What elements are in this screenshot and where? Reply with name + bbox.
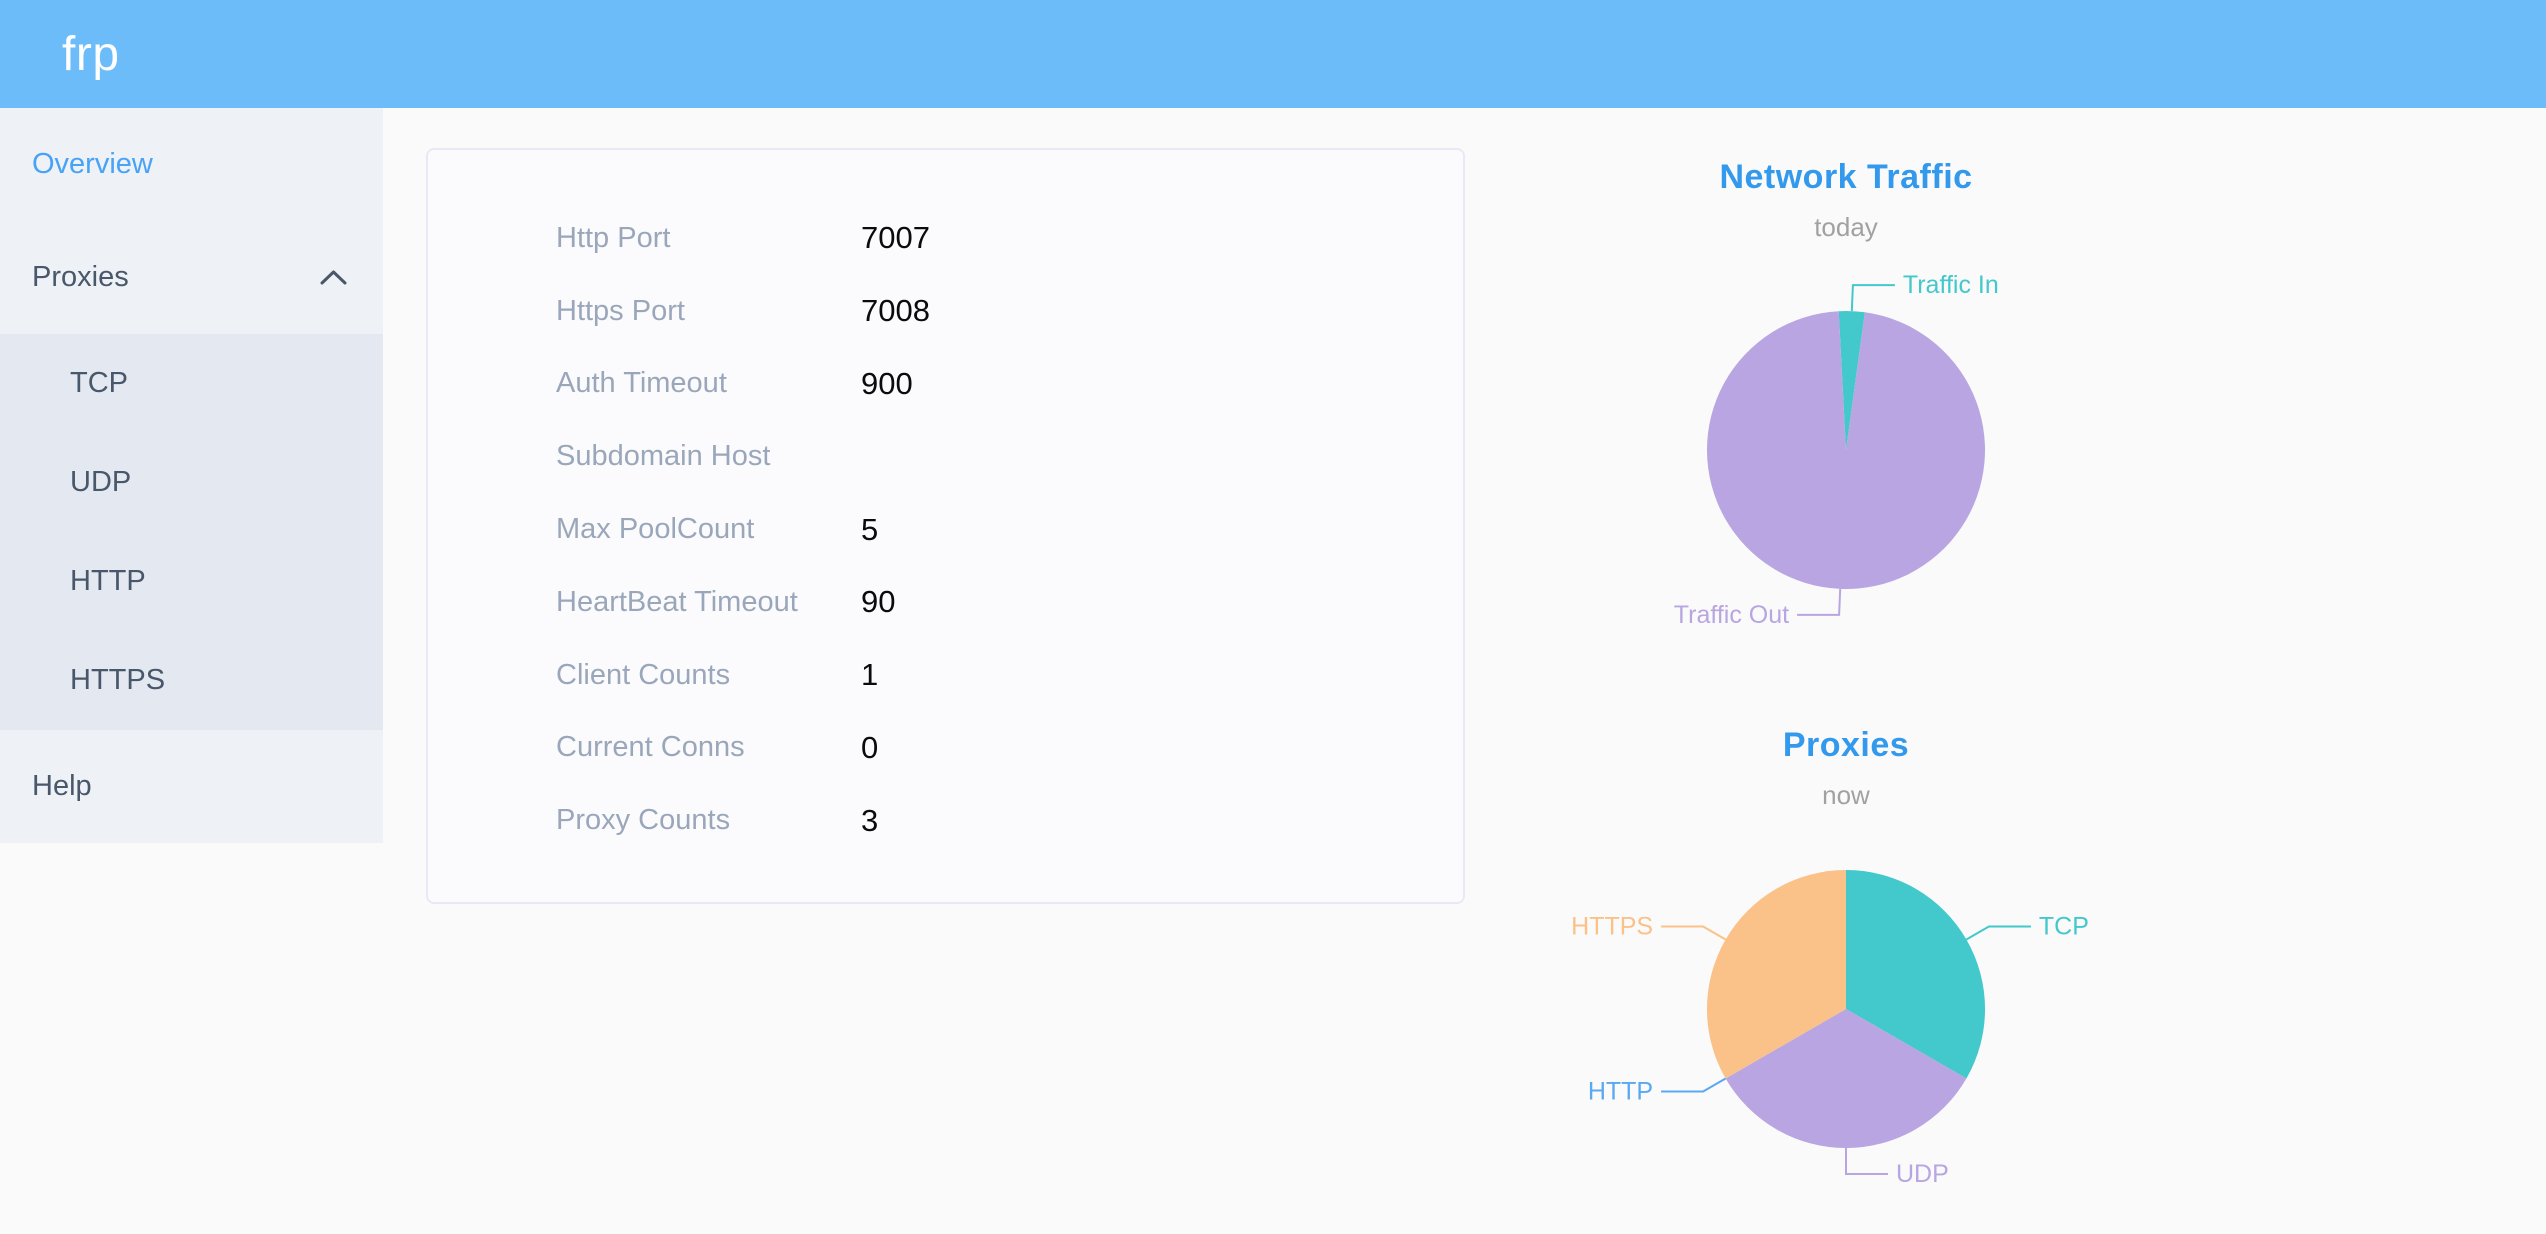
config-row: Subdomain Host <box>428 420 1463 493</box>
pie-label-line <box>1797 588 1842 616</box>
app-header: frp <box>0 0 2546 108</box>
pie-label: HTTP <box>1588 1078 1653 1106</box>
chart-title: Network Traffic <box>1719 158 1973 196</box>
config-label: HeartBeat Timeout <box>556 585 798 618</box>
sidebar-item-help[interactable]: Help <box>0 730 383 843</box>
pie-label-line <box>1965 925 2031 941</box>
config-label: Max PoolCount <box>556 513 755 546</box>
sidebar-subitem-udp[interactable]: UDP <box>0 433 383 532</box>
config-label: Http Port <box>556 221 671 254</box>
pie-slice-udp[interactable] <box>1725 1009 1967 1149</box>
config-value: 900 <box>861 365 913 401</box>
pie-slice-https[interactable] <box>1706 870 1846 1079</box>
config-label: Subdomain Host <box>556 440 771 473</box>
config-row: Max PoolCount 5 <box>428 493 1463 566</box>
config-value: 0 <box>861 729 879 765</box>
config-label: Proxy Counts <box>556 804 731 837</box>
pie-label-line <box>1845 1148 1888 1175</box>
sidebar-item-label: Overview <box>32 148 153 180</box>
pie-label: HTTPS <box>1571 913 1653 941</box>
config-label: Current Conns <box>556 731 745 764</box>
config-row: HeartBeat Timeout 90 <box>428 566 1463 639</box>
config-label: Https Port <box>556 294 685 327</box>
network-traffic-pie[interactable]: Traffic In Traffic Out <box>1536 140 2156 650</box>
app-logo: frp <box>62 27 120 81</box>
config-row: Http Port 7007 <box>428 202 1463 275</box>
chart-title: Proxies <box>1782 726 1910 764</box>
pie-label-line <box>1661 925 1727 941</box>
pie-label-line <box>1850 284 1895 312</box>
sidebar-item-proxies[interactable]: Proxies <box>0 221 383 334</box>
sidebar-item-label: UDP <box>70 466 132 498</box>
sidebar-item-overview[interactable]: Overview <box>0 108 383 221</box>
sidebar-item-label: Proxies <box>32 261 129 293</box>
pie-slice-traffic-out[interactable] <box>1706 311 1985 590</box>
proxies-submenu: TCP UDP HTTP HTTPS <box>0 334 383 730</box>
pie-label: UDP <box>1896 1160 1949 1188</box>
config-value: 90 <box>861 584 896 620</box>
config-label: Client Counts <box>556 658 731 691</box>
sidebar-subitem-tcp[interactable]: TCP <box>0 334 383 433</box>
chart-subtitle: now <box>1822 780 1870 810</box>
proxies-chart: Proxies now TCP UDP HTTP HTTPS <box>1536 708 2156 1228</box>
sidebar-item-label: HTTPS <box>70 664 166 696</box>
pie-label: Traffic Out <box>1674 601 1789 629</box>
sidebar-menu: Overview Proxies TCP UDP HTTP HTTPS Help <box>0 108 383 843</box>
chevron-up-icon <box>320 270 347 284</box>
config-value: 3 <box>861 802 879 838</box>
pie-label: Traffic In <box>1903 271 1999 299</box>
chart-subtitle: today <box>1814 212 1878 242</box>
sidebar-item-label: Help <box>32 770 92 802</box>
config-row: Auth Timeout 900 <box>428 348 1463 421</box>
server-config-rows: Http Port 7007 Https Port 7008 Auth Time… <box>428 150 1463 857</box>
config-value: 1 <box>861 657 879 693</box>
pie-slice-tcp[interactable] <box>1846 870 1986 1079</box>
server-config-card: Http Port 7007 Https Port 7008 Auth Time… <box>426 148 1465 904</box>
config-row: Proxy Counts 3 <box>428 784 1463 857</box>
config-value: 5 <box>861 511 879 547</box>
config-value: 7008 <box>861 293 930 329</box>
pie-label-line <box>1661 1077 1727 1093</box>
config-row: Https Port 7008 <box>428 275 1463 348</box>
sidebar-subitem-http[interactable]: HTTP <box>0 532 383 631</box>
config-label: Auth Timeout <box>556 367 727 400</box>
config-value: 7007 <box>861 220 930 256</box>
pie-label: TCP <box>2039 913 2089 941</box>
sidebar-subitem-https[interactable]: HTTPS <box>0 631 383 730</box>
network-traffic-chart: Network Traffic today Traffic In Traffic … <box>1536 140 2156 650</box>
config-row: Current Conns 0 <box>428 712 1463 785</box>
config-row: Client Counts 1 <box>428 639 1463 712</box>
sidebar-item-label: HTTP <box>70 565 146 597</box>
proxies-pie[interactable]: TCP UDP HTTP HTTPS <box>1536 708 2156 1228</box>
sidebar-item-label: TCP <box>70 367 128 399</box>
pie-slice-traffic-in[interactable] <box>1838 311 1865 450</box>
